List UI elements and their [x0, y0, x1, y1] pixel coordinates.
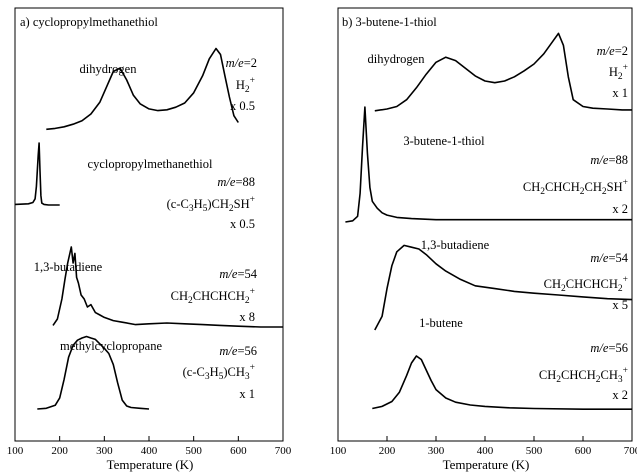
panel-a-series-4-label-3: x 1 — [239, 387, 255, 401]
panel-b-x-ticks: 100 200 300 400 500 600 700 — [330, 436, 637, 457]
panel-b-series-line-2 — [345, 106, 632, 223]
panel-b-series-1-label-2: H2+ — [609, 63, 628, 82]
panel-a-series-4-label-1: m/e=56 — [219, 344, 257, 358]
x-tick-label: 300 — [96, 445, 113, 457]
panel-a-series-2-label-2: (c-C3H5)CH2SH+ — [167, 195, 255, 214]
panel-b-series — [345, 32, 633, 411]
panel-b-series-2-label-3: x 2 — [612, 202, 628, 216]
x-tick-label: 500 — [526, 445, 543, 457]
panel-b-labels: dihydrogen m/e=2 H2+ x 1 3-butene-1-thiol m/e… — [368, 44, 629, 402]
panel-b-series-2-label-1: m/e=88 — [590, 153, 628, 167]
panel-b-series-3-label-3: x 5 — [612, 298, 628, 312]
panel-b-series-1-label-3: x 1 — [612, 86, 628, 100]
panel-b-series-name-1: dihydrogen — [368, 52, 426, 66]
x-tick-label: 700 — [624, 445, 637, 457]
panel-a-series-name-1: dihydrogen — [80, 62, 138, 76]
panel-b-series-line-1 — [374, 32, 632, 112]
panel-a-series-line-4 — [37, 335, 150, 410]
panel-b-series-4-label-3: x 2 — [612, 388, 628, 402]
x-tick-label: 100 — [330, 445, 347, 457]
panel-a-series-name-2: cyclopropylmethanethiol — [88, 157, 213, 171]
panel-b-series-line-4 — [372, 355, 632, 411]
panel-a-series-line-3 — [52, 246, 283, 328]
x-tick-label: 500 — [185, 445, 202, 457]
panel-b: b) 3-butene-1-thiol 100 200 300 400 500 600 70… — [330, 7, 637, 472]
panel-b-series-2-label-2: CH2CHCH2CH2SH+ — [523, 178, 628, 197]
panel-a-series-3-label-1: m/e=54 — [219, 267, 257, 281]
panel-a-series — [14, 47, 283, 410]
panel-b-series-line-3 — [374, 244, 633, 331]
panel-a-series-line-1 — [46, 47, 239, 131]
x-tick-label: 600 — [230, 445, 247, 457]
panel-b-series-name-2: 3-butene-1-thiol — [403, 134, 485, 148]
x-tick-label: 100 — [7, 445, 24, 457]
x-tick-label: 200 — [51, 445, 68, 457]
panel-a-series-line-2 — [14, 142, 60, 206]
panel-a-x-axis-label: Temperature (K) — [107, 457, 194, 472]
panel-b-series-3-label-2: CH2CHCHCH2+ — [544, 275, 628, 294]
panel-a-series-4-label-2: (c-C3H5)CH3+ — [183, 363, 255, 382]
panel-a-series-1-label-1: m/e=2 — [226, 56, 257, 70]
x-tick-label: 700 — [275, 445, 292, 457]
panel-a: a) cyclopropylmethanethiol 100 200 300 400 5… — [7, 7, 292, 472]
panel-a-series-3-label-2: CH2CHCHCH2+ — [171, 287, 255, 306]
panel-a-series-3-label-3: x 8 — [239, 310, 255, 324]
panel-b-x-axis-label: Temperature (K) — [443, 457, 530, 472]
panel-a-series-name-4: methylcyclopropane — [60, 339, 162, 353]
x-tick-label: 600 — [575, 445, 592, 457]
panel-a-labels: dihydrogen m/e=2 H2+ x 0.5 cyclopropylmethan… — [34, 56, 258, 401]
panel-b-series-3-label-1: m/e=54 — [590, 251, 628, 265]
panel-b-series-4-label-1: m/e=56 — [590, 341, 628, 355]
panel-a-series-2-label-1: m/e=88 — [217, 175, 255, 189]
panel-a-label: a) cyclopropylmethanethiol — [20, 15, 158, 29]
x-tick-label: 300 — [428, 445, 445, 457]
panel-b-series-1-label-1: m/e=2 — [597, 44, 628, 58]
x-tick-label: 400 — [141, 445, 158, 457]
x-tick-label: 200 — [379, 445, 396, 457]
panel-b-series-name-4: 1-butene — [419, 316, 463, 330]
panel-a-series-1-label-3: x 0.5 — [230, 99, 255, 113]
panel-b-label: b) 3-butene-1-thiol — [342, 15, 437, 29]
panel-a-series-2-label-3: x 0.5 — [230, 217, 255, 231]
panel-a-series-name-3: 1,3-butadiene — [34, 260, 103, 274]
x-tick-label: 400 — [477, 445, 494, 457]
panel-b-series-name-3: 1,3-butadiene — [421, 238, 490, 252]
panel-a-series-1-label-2: H2+ — [236, 76, 255, 95]
panel-a-x-ticks: 100 200 300 400 500 600 700 — [7, 436, 292, 457]
panel-b-series-4-label-2: CH2CHCH2CH3+ — [539, 366, 628, 385]
